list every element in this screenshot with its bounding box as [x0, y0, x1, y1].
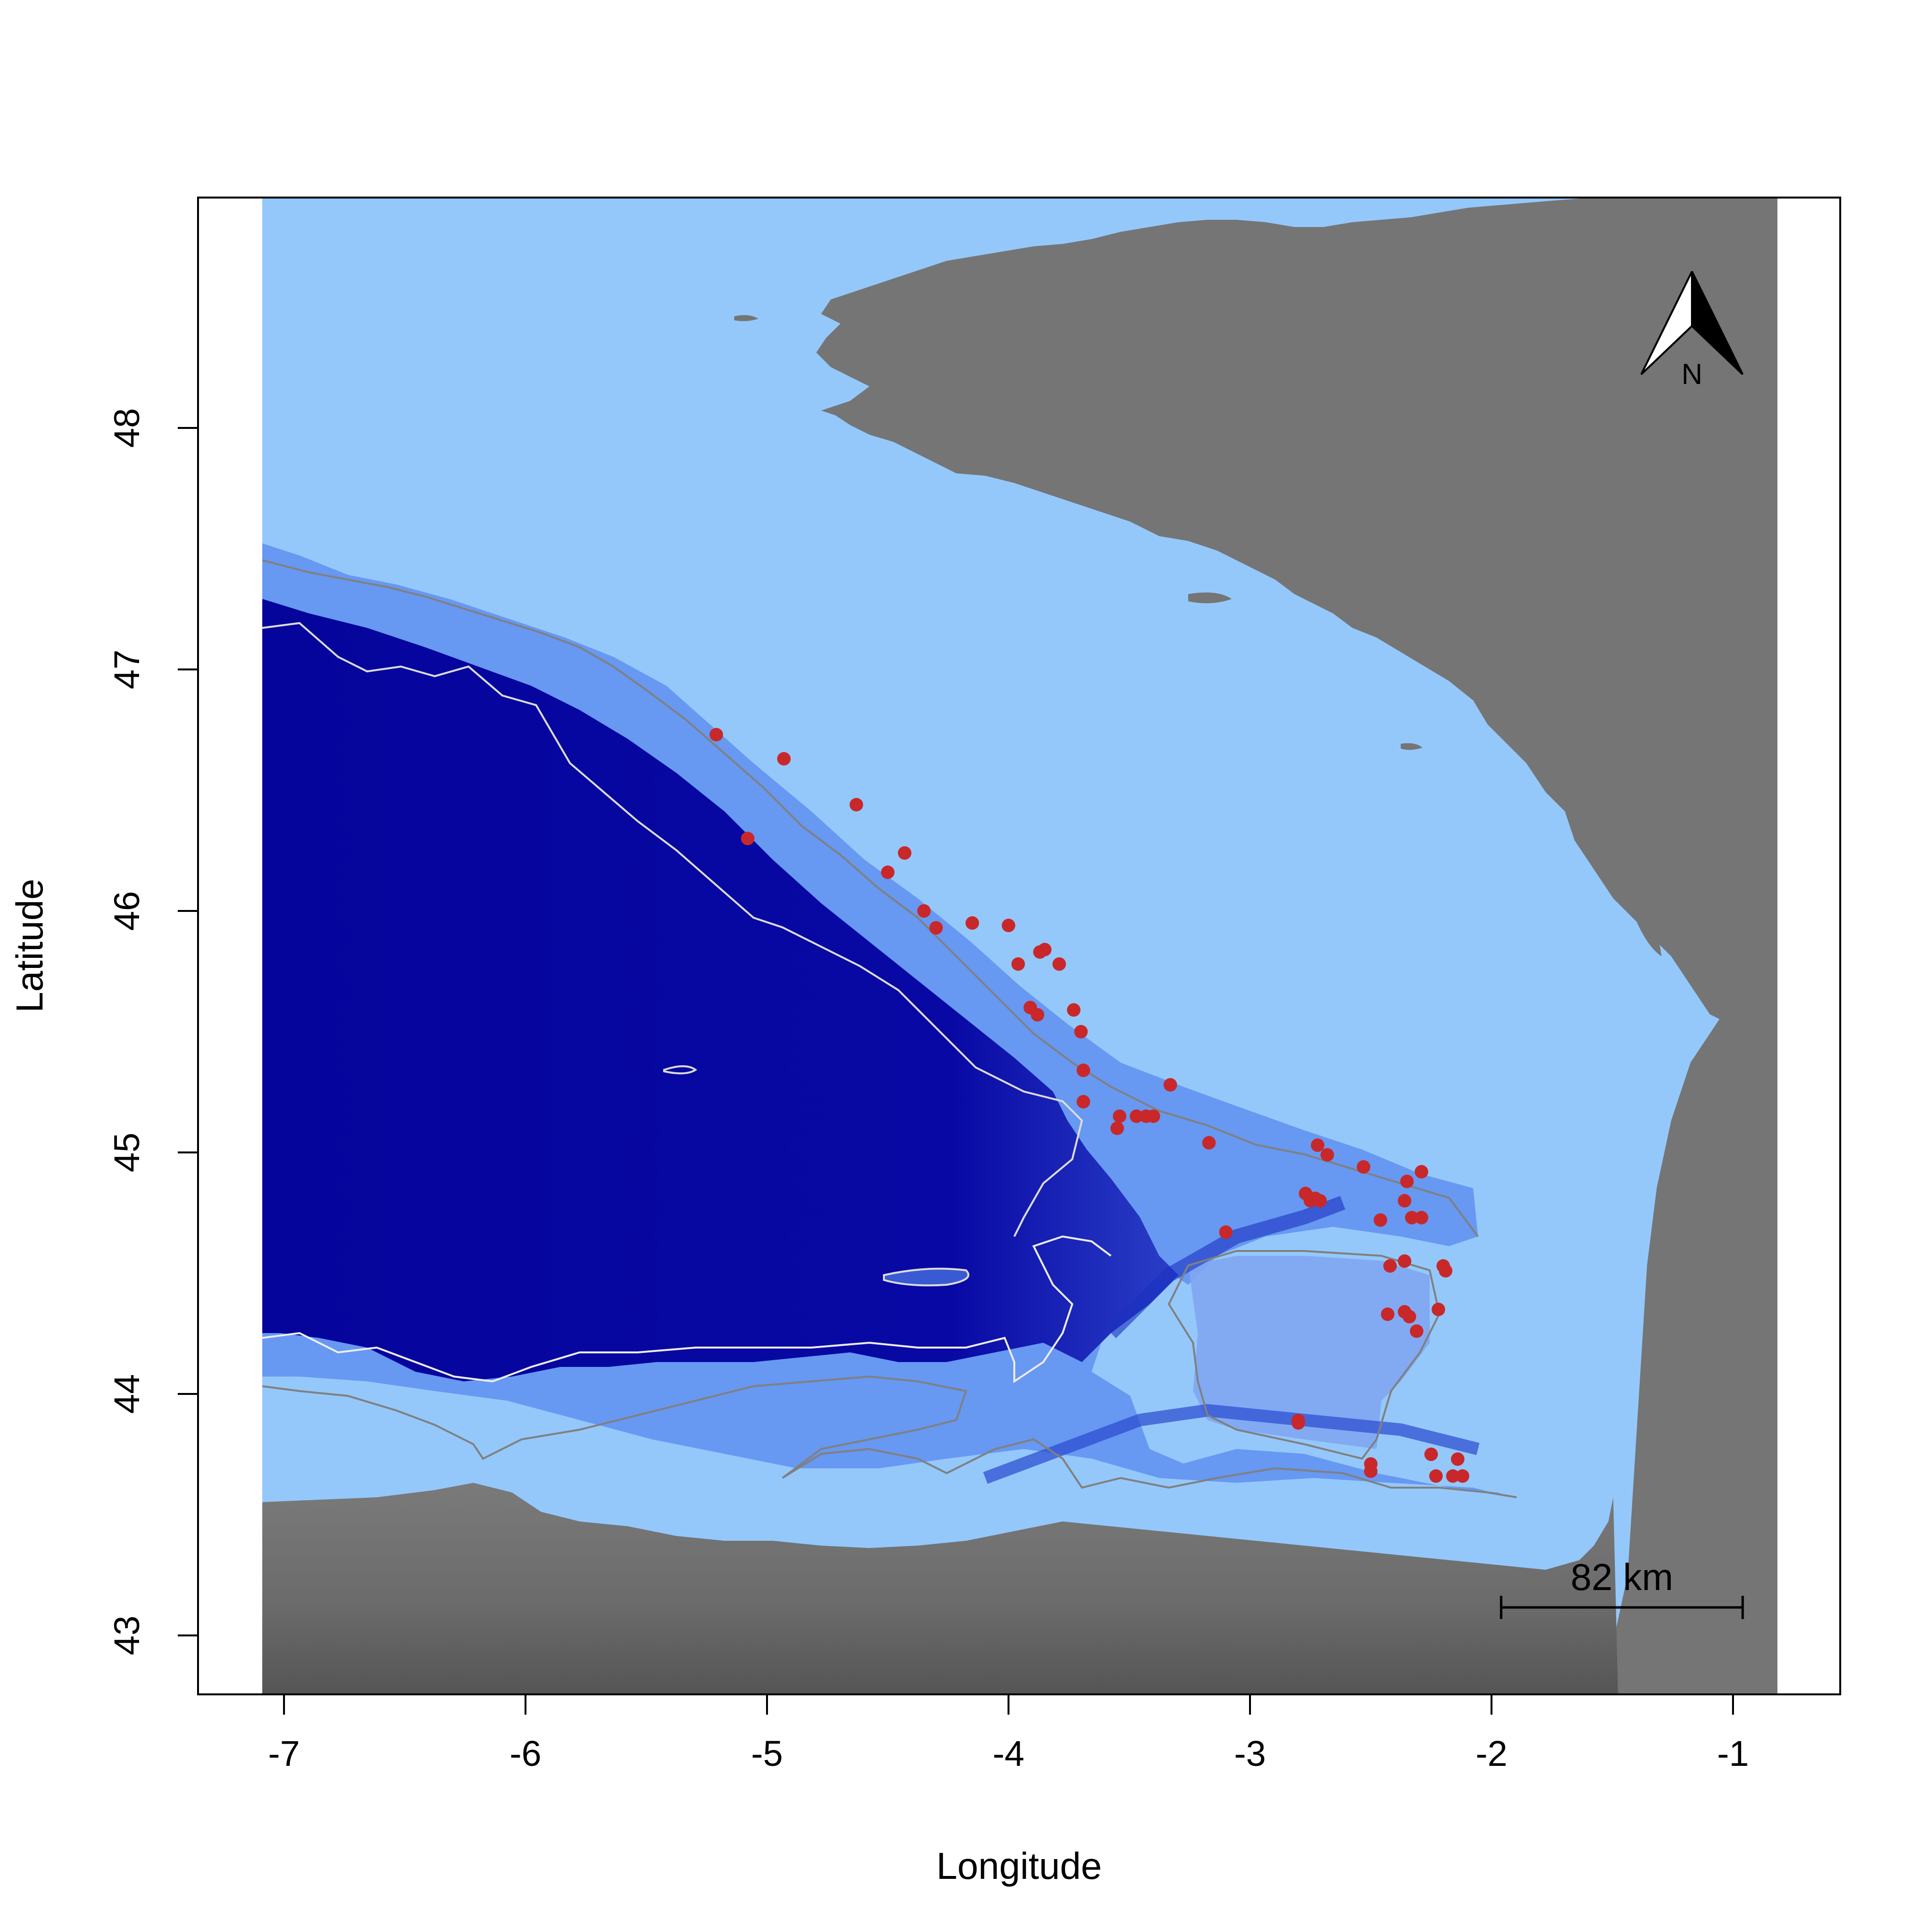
survey-point: [1321, 1148, 1334, 1162]
survey-point: [1432, 1303, 1445, 1316]
x-tick-label: -5: [751, 1733, 783, 1774]
survey-point: [1439, 1264, 1452, 1278]
survey-point: [881, 866, 895, 879]
x-tick-label: -3: [1234, 1733, 1266, 1774]
y-tick-label: 47: [107, 650, 147, 689]
x-tick-label: -6: [510, 1733, 541, 1774]
survey-point: [1424, 1448, 1438, 1461]
raster-layer: [262, 198, 1777, 1694]
x-axis: -7 -6 -5 -4 -3 -2 -1: [268, 1694, 1749, 1774]
frame-margin-left: [199, 199, 262, 1693]
survey-point: [1292, 1416, 1305, 1430]
survey-point: [1110, 1122, 1124, 1135]
survey-point: [1313, 1194, 1327, 1208]
survey-point: [966, 916, 979, 930]
survey-point: [1067, 1003, 1080, 1017]
survey-point: [1374, 1213, 1387, 1227]
survey-point: [1033, 945, 1047, 959]
survey-point: [1451, 1452, 1464, 1466]
survey-point: [898, 846, 911, 860]
survey-point: [1403, 1310, 1416, 1323]
frame-margin-right: [1777, 199, 1839, 1693]
survey-point: [1202, 1136, 1216, 1150]
survey-point: [1311, 1138, 1324, 1152]
x-tick-label: -2: [1476, 1733, 1507, 1774]
x-tick-label: -1: [1717, 1733, 1749, 1774]
survey-point: [1011, 957, 1025, 971]
x-tick-label: -7: [268, 1733, 300, 1774]
survey-point: [850, 798, 863, 811]
survey-point: [1400, 1175, 1414, 1188]
survey-point: [1381, 1307, 1394, 1321]
survey-point: [1364, 1464, 1378, 1478]
survey-point: [1415, 1211, 1428, 1224]
survey-point: [1147, 1109, 1160, 1123]
survey-point: [1357, 1160, 1370, 1174]
y-tick-label: 43: [107, 1616, 147, 1655]
y-tick-label: 46: [107, 891, 147, 931]
survey-point: [1383, 1259, 1397, 1273]
survey-point: [1456, 1469, 1469, 1483]
x-tick-label: -4: [993, 1733, 1024, 1774]
survey-point: [917, 904, 931, 918]
survey-point: [1077, 1064, 1090, 1077]
survey-point: [1002, 919, 1015, 932]
survey-point: [777, 752, 791, 766]
survey-point: [1031, 1008, 1044, 1022]
survey-point: [741, 832, 754, 845]
survey-point: [1415, 1165, 1428, 1179]
survey-point: [1164, 1078, 1177, 1092]
north-arrow-label: N: [1681, 358, 1702, 390]
scale-bar-label: 82 km: [1571, 1556, 1673, 1598]
survey-point: [929, 921, 943, 935]
survey-point: [1429, 1469, 1443, 1483]
survey-point: [1074, 1025, 1088, 1038]
survey-point: [710, 728, 723, 741]
y-axis: 43 44 45 46 47 48: [107, 408, 198, 1655]
survey-point: [1398, 1254, 1411, 1268]
x-axis-title: Longitude: [937, 1845, 1102, 1887]
survey-point: [1052, 957, 1066, 971]
survey-point: [1219, 1225, 1233, 1239]
survey-point: [1113, 1109, 1126, 1123]
survey-point: [1410, 1324, 1423, 1338]
y-tick-label: 44: [107, 1374, 147, 1414]
survey-point: [1077, 1095, 1090, 1108]
y-tick-label: 48: [107, 408, 147, 448]
survey-point: [1398, 1194, 1411, 1208]
y-tick-label: 45: [107, 1133, 147, 1172]
y-axis-title: Latitude: [8, 879, 51, 1013]
